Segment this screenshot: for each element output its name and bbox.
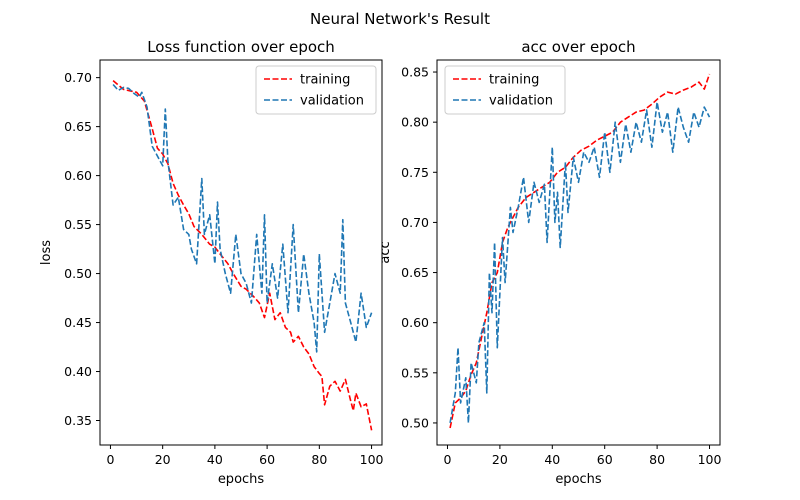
chart-title: acc over epoch: [521, 38, 635, 56]
legend-box: [255, 65, 377, 115]
y-tick-label: 0.55: [401, 365, 429, 380]
y-tick-label: 0.35: [64, 413, 92, 428]
series-line-validation: [449, 101, 711, 424]
y-tick-label: 0.50: [401, 415, 429, 430]
series-line-training: [112, 79, 373, 431]
x-tick-label: 0: [106, 452, 114, 467]
series-line-training: [449, 73, 711, 429]
x-tick-label: 40: [544, 452, 560, 467]
x-tick-label: 80: [311, 452, 327, 467]
y-tick-label: 0.55: [64, 217, 92, 232]
legend-label-training: training: [489, 73, 539, 88]
x-tick-label: 0: [444, 452, 452, 467]
x-axis-label: epochs: [555, 472, 602, 487]
x-tick-label: 100: [360, 452, 384, 467]
x-axis-label: epochs: [218, 472, 265, 487]
legend-label-validation: validation: [300, 94, 364, 109]
y-tick-label: 0.65: [64, 119, 92, 134]
y-tick-label: 0.85: [401, 65, 429, 80]
x-tick-label: 60: [597, 452, 613, 467]
series-group: [112, 79, 373, 431]
x-tick-label: 100: [698, 452, 722, 467]
y-tick-label: 0.50: [64, 266, 92, 281]
y-tick-label: 0.70: [401, 215, 429, 230]
legend-label-validation: validation: [489, 94, 553, 109]
y-axis-label: loss: [39, 240, 54, 265]
chart-title: Loss function over epoch: [147, 38, 335, 56]
series-group: [449, 73, 711, 429]
y-tick-label: 0.75: [401, 165, 429, 180]
y-tick-label: 0.80: [401, 115, 429, 130]
figure-suptitle: Neural Network's Result: [310, 10, 490, 28]
series-line-validation: [112, 83, 373, 353]
axes-frame: [436, 59, 721, 446]
y-tick-label: 0.70: [64, 70, 92, 85]
y-tick-label: 0.60: [401, 315, 429, 330]
charts-group: Loss function over epoch 0 20 40 60 80 100 0.35…: [39, 38, 721, 487]
chart-panel-1: acc over epoch 0 20 40 60 80 100 0.50 0.55 0.60 0.…: [378, 38, 721, 487]
legend-label-training: training: [300, 73, 350, 88]
x-tick-label: 20: [155, 452, 171, 467]
chart-panel-0: Loss function over epoch 0 20 40 60 80 100 0.35…: [39, 38, 384, 487]
y-tick-label: 0.60: [64, 168, 92, 183]
legend: training validation: [255, 65, 377, 115]
legend: training validation: [444, 65, 566, 115]
x-tick-label: 60: [259, 452, 275, 467]
y-tick-label: 0.65: [401, 265, 429, 280]
x-tick-label: 40: [207, 452, 223, 467]
x-tick-label: 20: [492, 452, 508, 467]
legend-box: [444, 65, 566, 115]
x-tick-label: 80: [649, 452, 665, 467]
y-tick-label: 0.45: [64, 315, 92, 330]
y-tick-label: 0.40: [64, 364, 92, 379]
axes-frame: [99, 59, 383, 446]
y-axis-label: acc: [378, 241, 393, 263]
